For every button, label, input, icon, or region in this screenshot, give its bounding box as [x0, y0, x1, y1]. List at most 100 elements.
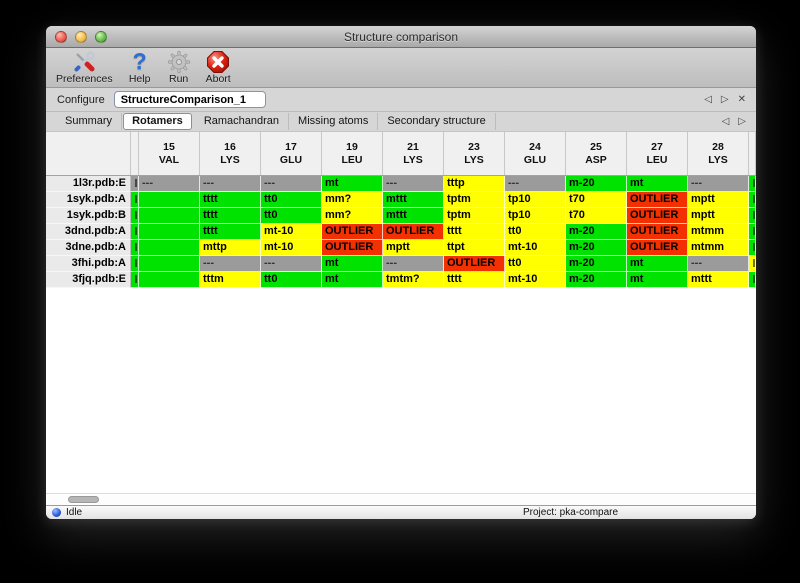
table-cell[interactable]: ---: [261, 256, 322, 272]
table-cell[interactable]: ---: [261, 176, 322, 192]
table-cell[interactable]: tptm: [444, 208, 505, 224]
abort-button[interactable]: Abort: [206, 50, 231, 85]
table-cell[interactable]: tttt: [444, 224, 505, 240]
table-cell[interactable]: OUTLIER: [444, 256, 505, 272]
tab-secondary-structure[interactable]: Secondary structure: [378, 113, 496, 130]
table-cell[interactable]: tp10: [505, 192, 566, 208]
table-cell[interactable]: t70: [566, 208, 627, 224]
column-header-15[interactable]: 15 VAL: [139, 132, 200, 175]
column-header-17[interactable]: 17 GLU: [261, 132, 322, 175]
row-header[interactable]: 3fjq.pdb:E: [46, 272, 131, 288]
table-cell[interactable]: tttp: [444, 176, 505, 192]
tab-missing-atoms[interactable]: Missing atoms: [289, 113, 379, 130]
table-cell[interactable]: [139, 256, 200, 272]
table-cell[interactable]: m-20: [566, 272, 627, 288]
table-cell[interactable]: tt0: [261, 208, 322, 224]
table-cell[interactable]: ttpt: [444, 240, 505, 256]
table-cell[interactable]: ---: [383, 176, 444, 192]
column-header-28[interactable]: 28 LYS: [688, 132, 749, 175]
table-cell[interactable]: mt: [627, 272, 688, 288]
table-cell[interactable]: mt-10: [261, 224, 322, 240]
next-arrow-icon[interactable]: ▷: [720, 93, 729, 105]
table-cell[interactable]: m-20: [566, 176, 627, 192]
table-cell[interactable]: tttt: [200, 192, 261, 208]
table-cell[interactable]: [139, 192, 200, 208]
table-cell[interactable]: mt-10: [505, 272, 566, 288]
table-cell[interactable]: tt0: [505, 224, 566, 240]
table-cell[interactable]: tt0: [261, 192, 322, 208]
tab-summary[interactable]: Summary: [56, 113, 123, 130]
table-cell[interactable]: OUTLIER: [383, 224, 444, 240]
row-header[interactable]: 3dnd.pdb:A: [46, 224, 131, 240]
table-cell[interactable]: ---: [200, 176, 261, 192]
row-header[interactable]: 3dne.pdb:A: [46, 240, 131, 256]
table-cell[interactable]: ---: [200, 256, 261, 272]
table-cell[interactable]: ---: [688, 176, 749, 192]
horizontal-scrollbar-thumb[interactable]: [68, 496, 99, 503]
table-cell[interactable]: mt: [627, 256, 688, 272]
column-header-21[interactable]: 21 LYS: [383, 132, 444, 175]
table-cell[interactable]: mtmm: [688, 240, 749, 256]
run-button[interactable]: Run: [167, 50, 191, 85]
horizontal-scrollbar[interactable]: [46, 493, 756, 505]
table-cell[interactable]: mtmm: [688, 224, 749, 240]
table-cell[interactable]: mt: [322, 176, 383, 192]
table-cell[interactable]: mptt: [383, 240, 444, 256]
table-cell[interactable]: tp10: [505, 208, 566, 224]
table-cell[interactable]: ---: [139, 176, 200, 192]
table-cell[interactable]: mptt: [688, 192, 749, 208]
column-header-16[interactable]: 16 LYS: [200, 132, 261, 175]
column-header-25[interactable]: 25 ASP: [566, 132, 627, 175]
table-cell[interactable]: m-20: [566, 256, 627, 272]
table-cell[interactable]: tt0: [261, 272, 322, 288]
help-button[interactable]: ? Help: [128, 50, 152, 85]
table-cell[interactable]: tttt: [200, 208, 261, 224]
table-cell[interactable]: OUTLIER: [627, 240, 688, 256]
table-cell[interactable]: mt: [322, 256, 383, 272]
tab-ramachandran[interactable]: Ramachandran: [195, 113, 290, 130]
configure-input[interactable]: [113, 91, 266, 108]
table-cell[interactable]: tt0: [505, 256, 566, 272]
table-cell[interactable]: t70: [566, 192, 627, 208]
table-cell[interactable]: [139, 224, 200, 240]
close-icon[interactable]: ✕: [737, 93, 746, 105]
table-cell[interactable]: mttt: [383, 208, 444, 224]
table-cell[interactable]: OUTLIER: [627, 192, 688, 208]
table-cell[interactable]: mttt: [688, 272, 749, 288]
table-cell[interactable]: mt-10: [261, 240, 322, 256]
table-cell[interactable]: tttm: [200, 272, 261, 288]
table-cell[interactable]: OUTLIER: [322, 240, 383, 256]
table-cell[interactable]: mttt: [383, 192, 444, 208]
table-cell[interactable]: tmtm?: [383, 272, 444, 288]
row-header[interactable]: 3fhi.pdb:A: [46, 256, 131, 272]
column-header-27[interactable]: 27 LEU: [627, 132, 688, 175]
table-cell[interactable]: mt: [322, 272, 383, 288]
column-header-19[interactable]: 19 LEU: [322, 132, 383, 175]
table-cell[interactable]: mm?: [322, 208, 383, 224]
tab-rotamers[interactable]: Rotamers: [123, 113, 192, 130]
column-header-23[interactable]: 23 LYS: [444, 132, 505, 175]
table-cell[interactable]: mt-10: [505, 240, 566, 256]
table-cell[interactable]: [139, 208, 200, 224]
row-header[interactable]: 1syk.pdb:B: [46, 208, 131, 224]
table-cell[interactable]: OUTLIER: [627, 224, 688, 240]
table-cell[interactable]: ---: [688, 256, 749, 272]
zoom-window-button[interactable]: [95, 30, 107, 43]
table-cell[interactable]: OUTLIER: [322, 224, 383, 240]
table-cell[interactable]: ---: [383, 256, 444, 272]
close-window-button[interactable]: [55, 30, 67, 43]
table-cell[interactable]: tttt: [444, 272, 505, 288]
row-header[interactable]: 1syk.pdb:A: [46, 192, 131, 208]
row-header[interactable]: 1l3r.pdb:E: [46, 176, 131, 192]
table-cell[interactable]: [139, 240, 200, 256]
tab-prev-arrow-icon[interactable]: ◁: [721, 115, 730, 127]
table-cell[interactable]: mt: [627, 176, 688, 192]
table-cell[interactable]: m-20: [566, 224, 627, 240]
preferences-button[interactable]: Preferences: [56, 50, 113, 85]
minimize-window-button[interactable]: [75, 30, 87, 43]
table-cell[interactable]: tttt: [200, 224, 261, 240]
table-cell[interactable]: tptm: [444, 192, 505, 208]
table-cell[interactable]: ---: [505, 176, 566, 192]
column-header-24[interactable]: 24 GLU: [505, 132, 566, 175]
table-cell[interactable]: [139, 272, 200, 288]
